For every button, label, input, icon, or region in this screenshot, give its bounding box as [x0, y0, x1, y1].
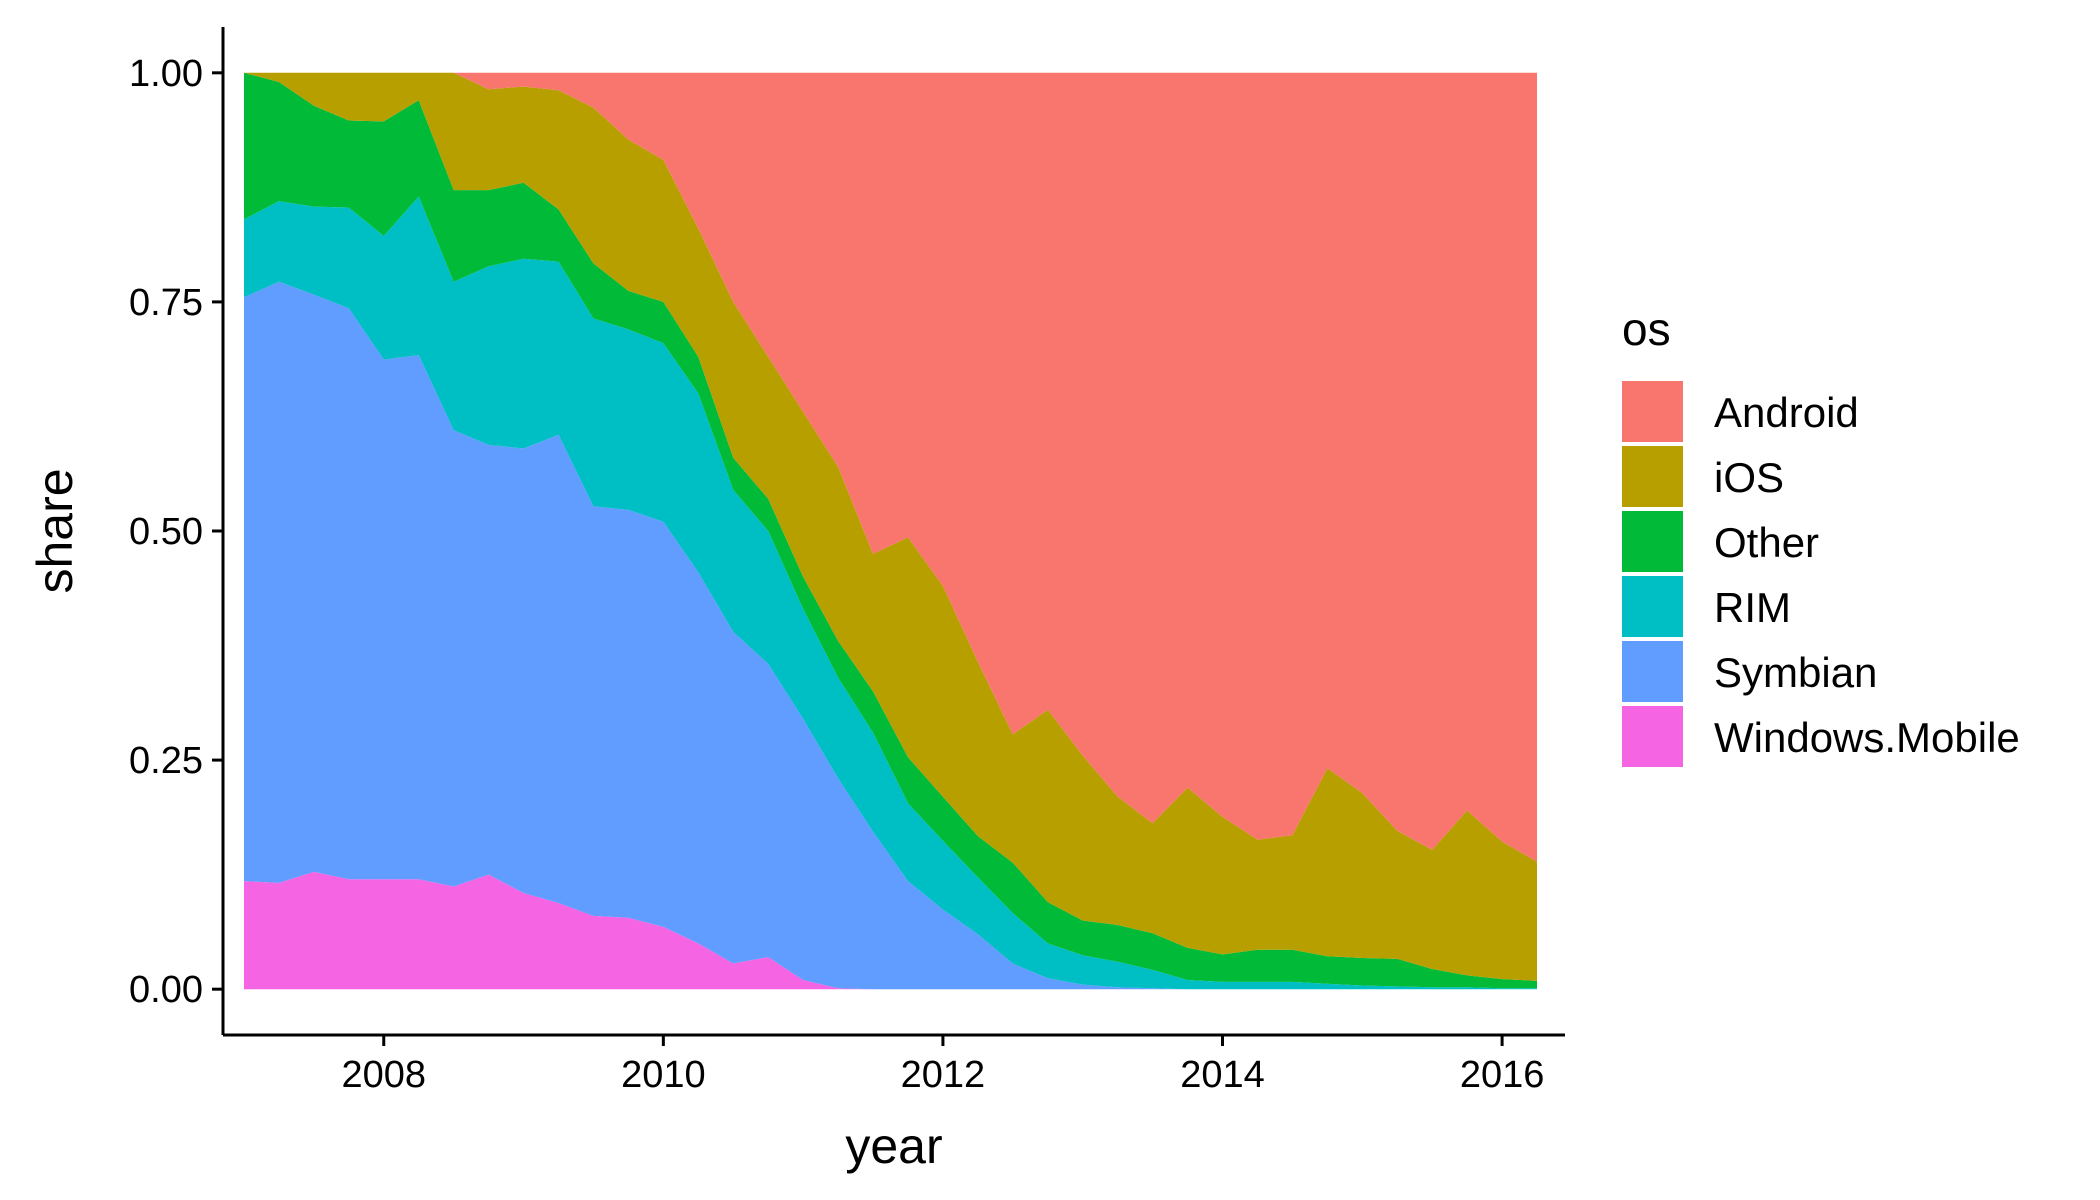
area-windows-mobile: [244, 871, 1537, 990]
area-android: [244, 72, 1537, 862]
area-symbian: [244, 281, 1537, 990]
legend-swatch-rim: [1622, 576, 1683, 637]
y-tick-label: 0.25: [129, 740, 203, 782]
legend-label-android: Android: [1714, 389, 1859, 436]
legend-label-windows-mobile: Windows.Mobile: [1714, 714, 2020, 761]
legend-swatch-other: [1622, 511, 1683, 572]
x-tick-label: 2012: [901, 1054, 986, 1096]
legend: os Android iOS Other RIM Symbian Windows.Mobi…: [1622, 303, 2020, 767]
y-tick-label: 0.75: [129, 282, 203, 324]
y-tick-label: 0.00: [129, 969, 203, 1011]
area-ios: [244, 72, 1537, 981]
x-tick-label: 2008: [341, 1054, 426, 1096]
legend-label-other: Other: [1714, 519, 1819, 566]
x-tick-label: 2016: [1460, 1054, 1545, 1096]
legend-items: Android iOS Other RIM Symbian Windows.Mobile: [1622, 381, 2020, 767]
legend-swatch-ios: [1622, 446, 1683, 507]
area-layers: [244, 72, 1537, 990]
y-tick-label: 1.00: [129, 53, 203, 95]
x-tick-label: 2010: [621, 1054, 706, 1096]
legend-title: os: [1622, 303, 1671, 355]
y-axis-title: share: [27, 468, 83, 593]
legend-label-rim: RIM: [1714, 584, 1791, 631]
area-rim: [244, 196, 1537, 990]
y-tick-label: 0.50: [129, 511, 203, 553]
area-other: [244, 72, 1537, 989]
legend-swatch-windows-mobile: [1622, 706, 1683, 767]
legend-label-ios: iOS: [1714, 454, 1784, 501]
x-axis-title: year: [845, 1118, 942, 1174]
y-axis-ticks: 0.00 0.25 0.50 0.75 1.00: [129, 53, 223, 1011]
legend-swatch-symbian: [1622, 641, 1683, 702]
legend-swatch-android: [1622, 381, 1683, 442]
x-tick-label: 2014: [1180, 1054, 1265, 1096]
x-axis-ticks: 2008 2010 2012 2014 2016: [341, 1035, 1544, 1096]
legend-label-symbian: Symbian: [1714, 649, 1877, 696]
